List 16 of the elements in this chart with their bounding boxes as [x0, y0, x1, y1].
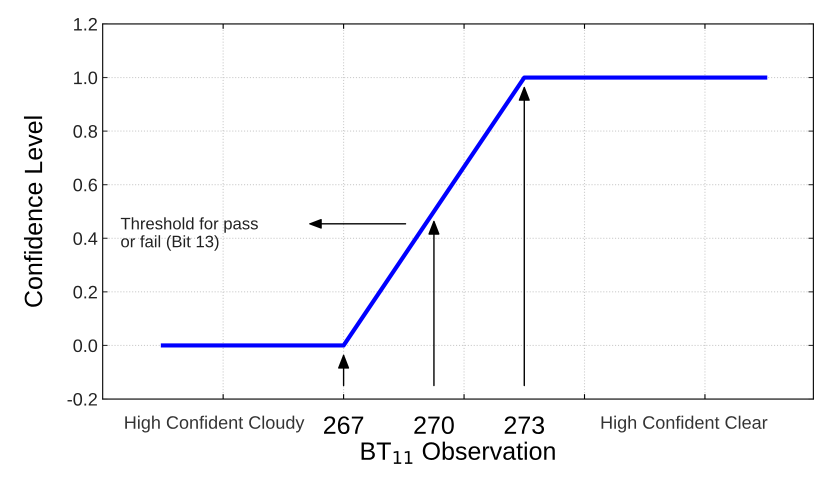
- y-tick-label: 0.0: [73, 339, 98, 352]
- y-tick-label: -0.2: [68, 392, 97, 406]
- x-axis-title: BT$_{11}$ Observation: [362, 442, 555, 464]
- y-axis-title: Confidence Level: [24, 116, 42, 307]
- y-tick-label: 0.6: [73, 178, 98, 192]
- x-tick-label: High Confident Cloudy: [125, 416, 304, 433]
- x-tick-label: High Confident Clear: [602, 416, 768, 433]
- y-tick-label: 0.2: [73, 286, 97, 299]
- x-tick-label: 270: [414, 416, 454, 434]
- y-tick-label: 1.2: [74, 18, 97, 30]
- y-tick-label: 0.8: [73, 125, 98, 138]
- y-tick-label: 0.4: [73, 232, 98, 245]
- y-tick-label: 1.0: [74, 71, 98, 84]
- x-tick-label: 267: [324, 416, 364, 434]
- x-tick-label: 273: [504, 416, 544, 434]
- annotation: Threshold for pass or fail (Bit 13): [120, 217, 258, 251]
